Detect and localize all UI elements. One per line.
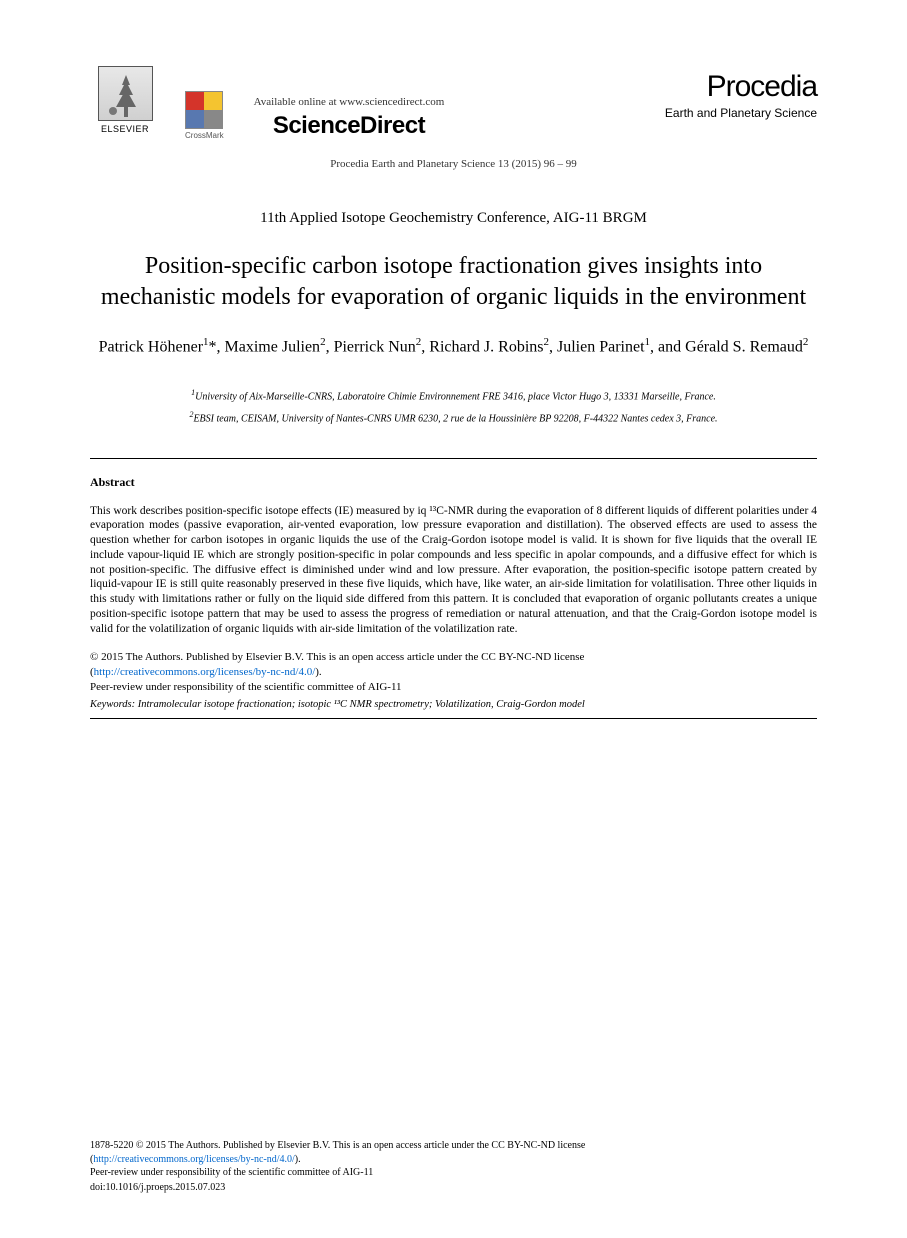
footer-peer-review: Peer-review under responsibility of the … [90, 1167, 373, 1178]
journal-reference: Procedia Earth and Planetary Science 13 … [90, 158, 817, 170]
elsevier-label: ELSEVIER [101, 124, 149, 134]
keywords-text: Intramolecular isotope fractionation; is… [138, 699, 585, 710]
abstract-heading: Abstract [90, 475, 817, 490]
keywords-label: Keywords: [90, 699, 135, 710]
crossmark-icon [185, 91, 223, 129]
footer-block: 1878-5220 © 2015 The Authors. Published … [90, 1139, 817, 1194]
abstract-body: This work describes position-specific is… [90, 504, 817, 636]
procedia-subtitle: Earth and Planetary Science [665, 106, 817, 120]
procedia-title: Procedia [665, 70, 817, 104]
sciencedirect-logo: ScienceDirect [254, 112, 445, 140]
header-left-center: ELSEVIER CrossMark Available online at w… [90, 60, 444, 140]
header-row: ELSEVIER CrossMark Available online at w… [90, 60, 817, 140]
page-container: ELSEVIER CrossMark Available online at w… [0, 0, 907, 1238]
divider-bottom [90, 718, 817, 719]
authors-list: Patrick Höhener1*, Maxime Julien2, Pierr… [90, 335, 817, 359]
affiliation-1: 1University of Aix-Marseille-CNRS, Labor… [100, 385, 807, 407]
divider-top [90, 458, 817, 459]
affiliations: 1University of Aix-Marseille-CNRS, Labor… [90, 385, 817, 430]
crossmark-badge[interactable]: CrossMark [185, 91, 224, 140]
procedia-block: Procedia Earth and Planetary Science [665, 60, 817, 120]
elsevier-logo: ELSEVIER [90, 60, 160, 140]
footer-cc-link[interactable]: http://creativecommons.org/licenses/by-n… [93, 1154, 294, 1165]
cc-license-link[interactable]: http://creativecommons.org/licenses/by-n… [94, 666, 316, 678]
elsevier-logo-block: ELSEVIER [90, 60, 160, 140]
elsevier-tree-icon [98, 66, 153, 121]
available-online-text: Available online at www.sciencedirect.co… [254, 96, 445, 108]
peer-review-line: Peer-review under responsibility of the … [90, 681, 817, 693]
header-center: Available online at www.sciencedirect.co… [254, 88, 445, 140]
article-title: Position-specific carbon isotope fractio… [90, 251, 817, 313]
copyright-block: © 2015 The Authors. Published by Elsevie… [90, 650, 817, 680]
crossmark-label: CrossMark [185, 131, 224, 140]
affiliation-2: 2EBSI team, CEISAM, University of Nantes… [100, 407, 807, 429]
conference-name: 11th Applied Isotope Geochemistry Confer… [90, 210, 817, 227]
footer-issn-line: 1878-5220 © 2015 The Authors. Published … [90, 1140, 585, 1151]
keywords-line: Keywords: Intramolecular isotope fractio… [90, 699, 817, 710]
doi-line: doi:10.1016/j.proeps.2015.07.023 [90, 1181, 817, 1195]
copyright-line: © 2015 The Authors. Published by Elsevie… [90, 651, 584, 663]
